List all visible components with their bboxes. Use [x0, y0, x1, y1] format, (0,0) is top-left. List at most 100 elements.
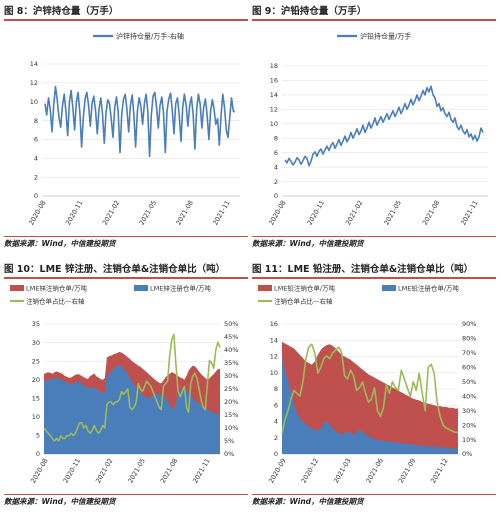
x-tick-label: 2021-02	[94, 457, 115, 485]
y-tick-label: 20	[32, 376, 40, 384]
y-tick-label: 10	[270, 369, 278, 377]
x-tick-label: 2020-12	[300, 457, 321, 485]
y-tick-label: 0	[274, 450, 278, 458]
y2-tick-label: 40%	[224, 346, 238, 354]
series-line-ratio	[43, 333, 221, 442]
y-tick-label: 8	[34, 117, 38, 125]
y2-tick-label: 10%	[224, 424, 238, 432]
figure-10-chart: LME锌注销仓单/万吨 LME锌注册仓单/万吨注销仓单占比—右轴051015202…	[10, 284, 238, 485]
figure-9-source: 数据来源：Wind，中信建投期货	[252, 236, 496, 250]
x-tick-label: 2020-11	[62, 457, 83, 485]
y2-tick-label: 0%	[224, 450, 234, 458]
y2-tick-label: 40%	[462, 392, 476, 400]
x-tick-label: 2021-08	[159, 457, 180, 485]
x-tick-label: 2021-02	[344, 199, 365, 227]
y2-tick-label: 20%	[224, 398, 238, 406]
y2-tick-label: 35%	[224, 359, 238, 367]
y2-tick-label: 10%	[462, 436, 476, 444]
y-tick-label: 8	[274, 385, 278, 393]
y-tick-label: 16	[270, 77, 278, 85]
y2-tick-label: 90%	[462, 320, 476, 328]
y2-tick-label: 80%	[462, 335, 476, 343]
legend-label-registered: LME铅注册仓单/万吨	[398, 284, 460, 293]
series-line	[44, 85, 236, 158]
legend-swatch-registered	[382, 285, 396, 291]
figure-11-source: 数据来源：Wind，中信建投期货	[252, 494, 496, 508]
figure-9-chart: 沪铅持仓量/万手 0 2 4 6 8 10 12 14 16 18 2020-08 2020-11 202…	[267, 32, 488, 227]
area-registered-warrants	[282, 358, 458, 454]
y2-tick-label: 30%	[224, 372, 238, 380]
series-line-ratio	[281, 343, 458, 434]
y-tick-label: 14	[270, 336, 278, 344]
x-tick-label: 2021-12	[429, 457, 450, 485]
y2-tick-label: 20%	[462, 421, 476, 429]
y-tick-label: 6	[274, 401, 278, 409]
x-tick-label: 2021-08	[174, 199, 195, 227]
y-tick-label: 15	[32, 394, 40, 402]
x-tick-label: 2020-09	[267, 457, 288, 485]
x-tick-label: 2021-05	[138, 199, 159, 227]
y-tick-label: 14	[270, 91, 278, 99]
x-tick-label: 2021-06	[364, 457, 385, 485]
x-tick-label: 2020-11	[64, 199, 85, 227]
x-tick-label: 2021-11	[211, 199, 232, 227]
x-tick-label: 2021-11	[459, 199, 480, 227]
y-tick-label: 4	[274, 418, 278, 426]
y-tick-label: 12	[270, 353, 278, 361]
y-tick-label: 12	[270, 106, 278, 114]
y-tick-label: 5	[36, 432, 40, 440]
y-tick-label: 8	[274, 134, 278, 142]
y-tick-label: 2	[34, 173, 38, 181]
figure-8-source: 数据来源：Wind，中信建投期货	[4, 236, 248, 250]
legend-label-cancelled: LME铅注销仓单/万吨	[274, 284, 336, 293]
y-tick-label: 2	[274, 178, 278, 186]
x-tick-label: 2020-08	[29, 457, 50, 485]
legend-label-cancelled: LME锌注销仓单/万吨	[26, 284, 88, 293]
x-tick-label: 2021-05	[382, 199, 403, 227]
y2-tick-label: 45%	[224, 333, 238, 341]
y-tick-label: 6	[34, 136, 38, 144]
legend-swatch-cancelled	[258, 285, 272, 291]
x-tick-label: 2020-08	[267, 199, 288, 227]
legend-label: 沪锌持仓量/万手-右轴	[116, 32, 184, 41]
legend-label-ratio: 注销仓单占比—右轴	[274, 297, 333, 306]
y2-tick-label: 60%	[462, 364, 476, 372]
x-tick-label: 2021-03	[332, 457, 353, 485]
x-tick-label: 2021-09	[397, 457, 418, 485]
y-tick-label: 30	[32, 339, 40, 347]
y-tick-label: 14	[30, 60, 38, 68]
y2-tick-label: 70%	[462, 349, 476, 357]
figure-10-title: 图 10：LME 锌注册、注销仓单&注销仓单比（吨）	[4, 262, 248, 279]
x-tick-label: 2020-11	[306, 199, 327, 227]
y-tick-label: 4	[34, 154, 38, 162]
legend-swatch-registered	[134, 285, 148, 291]
legend-label-registered: LME锌注册仓单/万吨	[150, 284, 212, 293]
y2-tick-label: 5%	[224, 437, 234, 445]
y-tick-label: 10	[32, 413, 40, 421]
x-tick-label: 2021-05	[126, 457, 147, 485]
x-tick-label: 2021-02	[101, 199, 122, 227]
legend-swatch-cancelled	[10, 285, 24, 291]
x-tick-label: 2020-08	[27, 199, 48, 227]
y2-tick-label: 25%	[224, 385, 238, 393]
y2-tick-label: 15%	[224, 411, 238, 419]
y-tick-label: 0	[34, 192, 38, 200]
y-tick-label: 16	[270, 320, 278, 328]
series-line	[284, 85, 484, 167]
y-tick-label: 10	[30, 98, 38, 106]
y-tick-label: 25	[32, 357, 40, 365]
figure-8-chart: 沪锌持仓量/万手-右轴 0 2 4 6 8 10 12 14 2020-08 2020-11 2021…	[27, 32, 240, 227]
figure-11-title: 图 11：LME 铅注册、注销仓单&注销仓单比（吨）	[252, 262, 496, 279]
y-tick-label: 10	[270, 120, 278, 128]
y-tick-label: 18	[270, 62, 278, 70]
legend-label: 沪铅持仓量/万手	[360, 32, 411, 41]
y-tick-label: 6	[274, 149, 278, 157]
x-tick-label: 2021-08	[421, 199, 442, 227]
y2-tick-label: 50%	[462, 378, 476, 386]
figure-9-title: 图 9：沪铅持仓量（万手）	[252, 4, 496, 21]
figure-10-source: 数据来源：Wind，中信建投期货	[4, 494, 248, 508]
legend-label-ratio: 注销仓单占比—右轴	[26, 297, 85, 306]
figure-8-title: 图 8：沪锌持仓量（万手）	[4, 4, 248, 21]
y2-tick-label: 0%	[462, 450, 472, 458]
